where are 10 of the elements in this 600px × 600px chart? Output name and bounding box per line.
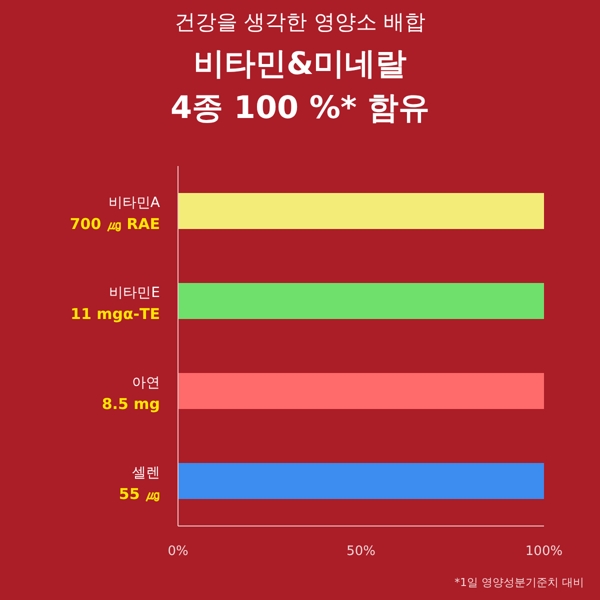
chart-title: 비타민&미네랄 4종 100 %* 함유 [170,45,430,128]
x-tick-label: 100% [525,544,563,560]
y-tick-label: 셀렌 55 ㎍ [118,465,160,503]
y-tick-label: 비타민E 11 mgα-TE [70,285,160,323]
x-tick-label: 0% [168,544,188,560]
chart-subtitle: 건강을 생각한 영양소 배합 [173,9,427,36]
y-tick-label: 아연 8.5 mg [102,375,160,413]
y-tick-label: 비타민A 700 ㎍ RAE [70,195,160,233]
text: *1일 영양성분기준치 대비 [454,575,584,590]
x-tick-label: 50% [346,544,376,560]
